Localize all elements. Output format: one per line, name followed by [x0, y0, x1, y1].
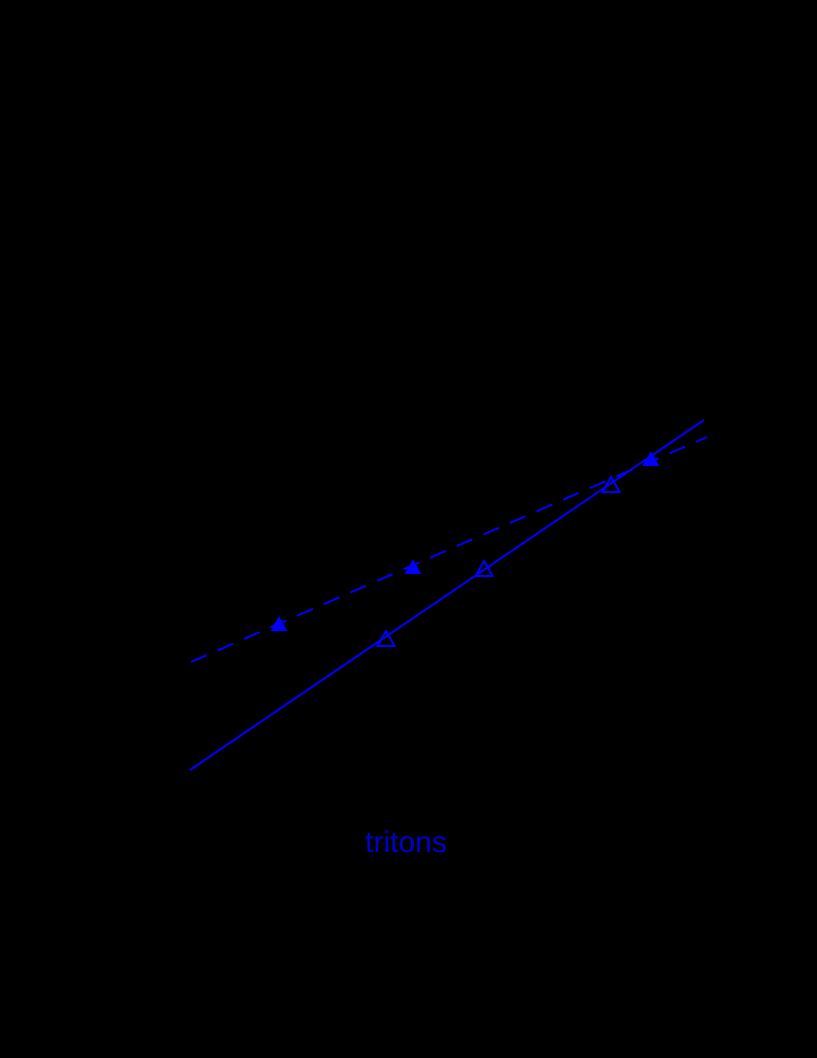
open-triangle-marker: [600, 474, 622, 493]
solid-line-open-triangles-line: [189, 419, 705, 771]
open-triangle-marker: [375, 628, 397, 647]
dashed-line-filled-triangles-line: [190, 436, 708, 663]
filled-triangle-marker: [270, 616, 288, 631]
series-label-tritons: tritons: [365, 826, 447, 859]
filled-triangle-marker: [404, 559, 422, 574]
filled-triangle-marker: [642, 451, 660, 466]
open-triangle-marker: [473, 558, 495, 577]
